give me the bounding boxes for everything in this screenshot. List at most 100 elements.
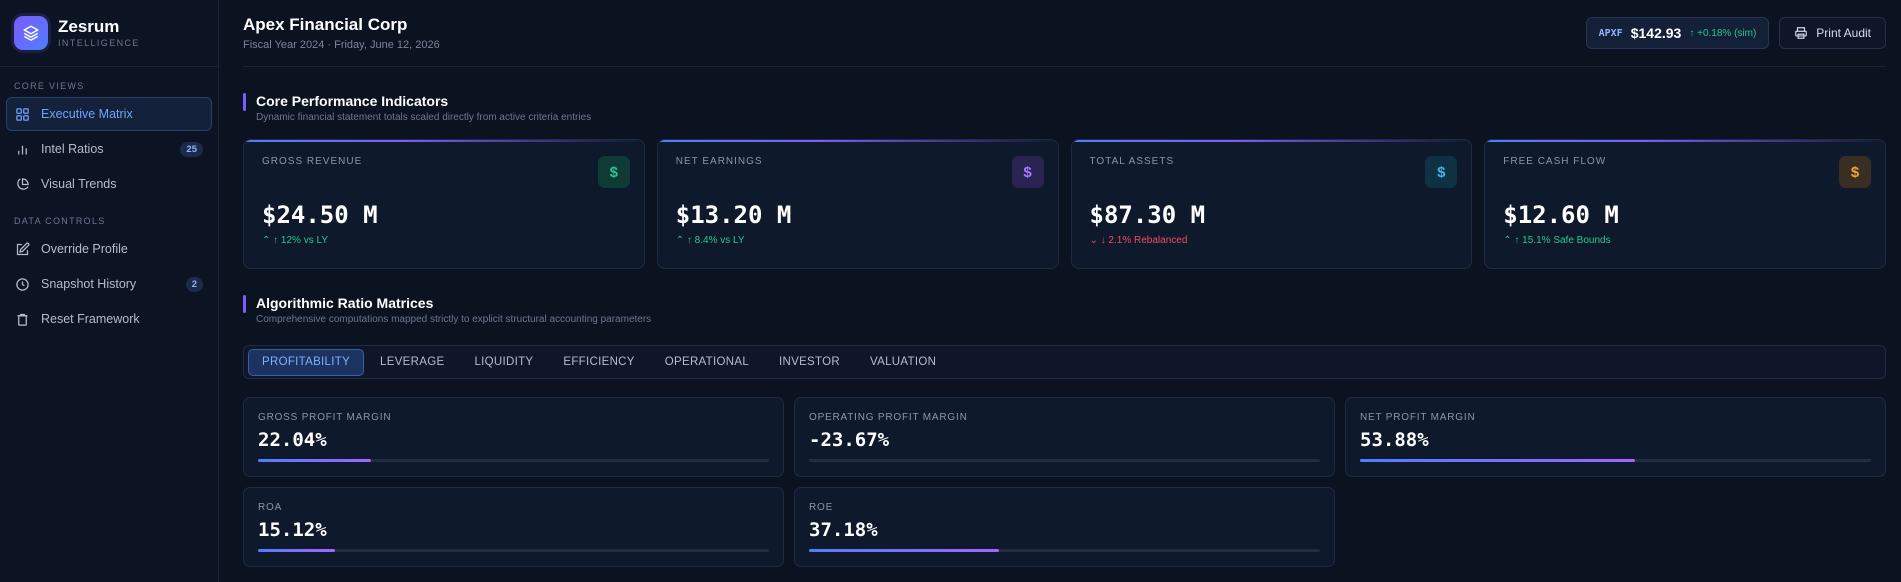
printer-icon <box>1795 27 1808 39</box>
kpi-value: $24.50 M <box>262 201 378 229</box>
tab-valuation[interactable]: VALUATION <box>870 356 937 368</box>
ticker-symbol: APXF <box>1598 27 1623 39</box>
ratio-value: 22.04% <box>258 429 327 451</box>
sidebar-item-label: Reset Framework <box>41 312 140 326</box>
ratio-progress-track <box>1360 459 1871 462</box>
ratio-card: ROE 37.18% <box>794 487 1335 567</box>
ticker-price: $142.93 <box>1630 25 1682 41</box>
kpi-value: $12.60 M <box>1503 201 1619 229</box>
tab-leverage[interactable]: LEVERAGE <box>380 356 445 368</box>
sidebar-item-label: Snapshot History <box>41 277 137 291</box>
dollar-icon: $ <box>1839 156 1871 188</box>
section-accent-bar <box>243 93 246 111</box>
brand-subtitle: INTELLIGENCE <box>58 38 140 48</box>
sidebar-item-label: Executive Matrix <box>41 107 133 121</box>
ratio-progress-track <box>809 549 1320 552</box>
print-audit-label: Print Audit <box>1816 26 1871 40</box>
ratio-value: 53.88% <box>1360 429 1429 451</box>
sidebar-item-visual-trends[interactable]: Visual Trends <box>6 167 212 201</box>
sidebar-item-label: Visual Trends <box>41 177 117 191</box>
edit-icon <box>16 242 30 255</box>
kpi-delta: ⌃ ↑ 15.1% Safe Bounds <box>1503 235 1611 246</box>
kpi-card: TOTAL ASSETS $ $87.30 M ⌄ ↓ 2.1% Rebalanced <box>1070 139 1473 269</box>
print-audit-button[interactable]: Print Audit <box>1779 17 1886 49</box>
dollar-icon: $ <box>1011 156 1044 188</box>
brand-name: Zesrum <box>58 17 120 36</box>
tab-profitability[interactable]: PROFITABILITY <box>248 348 365 376</box>
ratio-progress-fill <box>258 459 371 462</box>
section-title: Algorithmic Ratio Matrices <box>256 295 434 311</box>
ratio-grid: GROSS PROFIT MARGIN 22.04% OPERATING PROFI… <box>243 397 1886 567</box>
trash-icon <box>17 313 28 326</box>
kpi-label: TOTAL ASSETS <box>1089 156 1175 167</box>
kpi-delta: ⌃ ↑ 12% vs LY <box>262 235 328 246</box>
ratio-card: NET PROFIT MARGIN 53.88% <box>1345 397 1886 477</box>
dollar-icon: $ <box>1425 156 1458 188</box>
ratio-progress-track <box>809 459 1320 462</box>
page-subtitle: Fiscal Year 2024 · Friday, June 12, 2026 <box>243 39 440 51</box>
ticker-badge: APXF $142.93 ↑ +0.18% (sim) <box>1585 17 1770 49</box>
ratio-card: ROA 15.12% <box>243 487 784 567</box>
section-subtitle: Comprehensive computations mapped strict… <box>256 314 652 325</box>
section-accent-bar <box>243 295 246 313</box>
kpi-delta: ⌃ ↑ 8.4% vs LY <box>675 235 745 246</box>
ratio-card: GROSS PROFIT MARGIN 22.04% <box>243 397 784 477</box>
ratio-progress-fill <box>809 549 999 552</box>
kpi-card: FREE CASH FLOW $ $12.60 M ⌃ ↑ 15.1% Safe Bo… <box>1484 139 1886 269</box>
page-header: Apex Financial Corp Fiscal Year 2024 · F… <box>243 0 1886 67</box>
ratio-progress-track <box>258 549 769 552</box>
kpi-label: GROSS REVENUE <box>262 156 363 167</box>
ratio-value: 37.18% <box>809 519 878 541</box>
ratio-value: 15.12% <box>258 519 327 541</box>
kpi-delta: ⌄ ↓ 2.1% Rebalanced <box>1089 235 1188 246</box>
section-subtitle: Dynamic financial statement totals scale… <box>256 112 592 123</box>
clock-icon <box>16 277 29 291</box>
ratio-label: ROA <box>258 502 283 513</box>
sidebar-item-label: Override Profile <box>41 242 128 256</box>
kpi-value: $87.30 M <box>1089 201 1206 229</box>
count-badge: 2 <box>185 276 203 292</box>
tab-efficiency[interactable]: EFFICIENCY <box>563 356 635 368</box>
kpi-value: $13.20 M <box>675 201 792 229</box>
ratio-label: NET PROFIT MARGIN <box>1360 412 1476 423</box>
sidebar-item-reset-framework[interactable]: Reset Framework <box>6 302 212 336</box>
bar-chart-icon <box>18 145 27 154</box>
count-badge: 25 <box>180 141 203 157</box>
tab-investor[interactable]: INVESTOR <box>779 356 840 368</box>
ratio-label: GROSS PROFIT MARGIN <box>258 412 392 423</box>
nav-section-core-views: CORE VIEWS <box>14 81 85 91</box>
kpi-card: GROSS REVENUE $ $24.50 M ⌃ ↑ 12% vs LY <box>243 139 645 269</box>
pie-chart-icon <box>17 177 29 190</box>
dollar-icon: $ <box>597 156 630 188</box>
sidebar-item-intel-ratios[interactable]: Intel Ratios 25 <box>6 132 212 166</box>
ratio-progress-fill <box>1360 459 1636 462</box>
ratio-tabs: PROFITABILITY LEVERAGE LIQUIDITY EFFICIENCY… <box>243 345 1886 379</box>
sidebar-item-executive-matrix[interactable]: Executive Matrix <box>6 97 212 131</box>
ratio-card: OPERATING PROFIT MARGIN -23.67% <box>794 397 1335 477</box>
main-content: Apex Financial Corp Fiscal Year 2024 · F… <box>219 0 1901 582</box>
sidebar-item-label: Intel Ratios <box>41 142 104 156</box>
sidebar-item-snapshot-history[interactable]: Snapshot History 2 <box>6 267 212 301</box>
ratio-progress-fill <box>258 549 336 552</box>
kpi-row: GROSS REVENUE $ $24.50 M ⌃ ↑ 12% vs LY NET E… <box>243 139 1886 269</box>
ticker-change: ↑ +0.18% (sim) <box>1689 27 1757 39</box>
ratio-value: -23.67% <box>809 429 890 451</box>
layers-icon <box>14 16 48 50</box>
sidebar-item-override-profile[interactable]: Override Profile <box>6 232 212 266</box>
kpi-section-header: Core Performance Indicators Dynamic fina… <box>243 93 1886 123</box>
ratio-progress-track <box>258 459 769 462</box>
brand[interactable]: Zesrum INTELLIGENCE <box>0 0 218 67</box>
kpi-label: FREE CASH FLOW <box>1503 156 1607 167</box>
ratio-section-header: Algorithmic Ratio Matrices Comprehensive… <box>243 295 1886 325</box>
sidebar: Zesrum INTELLIGENCE CORE VIEWS Executive… <box>0 0 219 582</box>
grid-icon <box>16 107 29 121</box>
kpi-card: NET EARNINGS $ $13.20 M ⌃ ↑ 8.4% vs LY <box>656 139 1059 269</box>
page-title: Apex Financial Corp <box>243 15 408 34</box>
ratio-label: OPERATING PROFIT MARGIN <box>809 412 968 423</box>
kpi-label: NET EARNINGS <box>675 156 763 167</box>
tab-liquidity[interactable]: LIQUIDITY <box>474 356 534 368</box>
section-title: Core Performance Indicators <box>256 93 449 109</box>
ratio-label: ROE <box>809 502 834 513</box>
tab-operational[interactable]: OPERATIONAL <box>664 356 750 368</box>
nav-section-data-controls: DATA CONTROLS <box>14 216 106 226</box>
